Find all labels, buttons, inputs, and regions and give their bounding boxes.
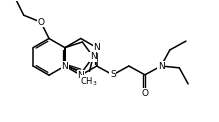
Text: O: O: [141, 89, 148, 98]
Text: O: O: [37, 18, 44, 27]
Text: S: S: [110, 70, 116, 79]
Text: N: N: [90, 52, 97, 61]
Text: CH$_3$: CH$_3$: [80, 75, 97, 88]
Text: N: N: [93, 43, 100, 52]
Text: N: N: [78, 71, 84, 80]
Text: N: N: [62, 61, 68, 71]
Text: N: N: [158, 61, 164, 71]
